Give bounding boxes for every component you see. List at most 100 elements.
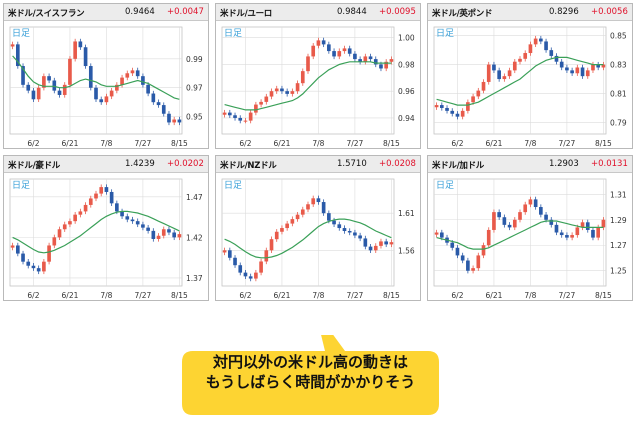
candle-body (254, 272, 258, 279)
candle-body (21, 66, 25, 85)
candle-body (125, 216, 130, 220)
x-tick-label: 6/2 (27, 139, 39, 148)
candle-body (130, 70, 135, 74)
y-tick-label: 0.95 (186, 113, 203, 122)
chart-plot: 6/2 6/21 7/8 7/27 8/15 1.61 1.56 日足 (221, 178, 415, 300)
x-tick-label: 6/21 (62, 139, 79, 148)
y-tick-label: 1.25 (610, 267, 627, 276)
candle-body (363, 238, 368, 247)
candle-body (332, 220, 336, 225)
candle-body (83, 47, 88, 67)
chart-header: 米ドル/加ドル 1.2903 +0.0131 (428, 156, 632, 173)
candle-body (379, 64, 383, 69)
candle-body (68, 58, 72, 85)
candle-body (62, 224, 67, 230)
y-tick-label: 0.79 (610, 118, 627, 127)
candle-body (549, 219, 554, 225)
candle-body (554, 224, 559, 233)
y-tick-label: 1.56 (398, 246, 415, 255)
candle-body (259, 261, 263, 273)
candle-body (68, 221, 72, 225)
moving-average-line (436, 56, 604, 106)
price-value: 0.9844 (337, 7, 367, 17)
change-value: +0.0208 (379, 159, 416, 169)
candle-body (88, 66, 93, 88)
candle-body (264, 96, 269, 102)
candle-body (26, 261, 31, 266)
y-tick-label: 0.97 (186, 84, 203, 93)
candle-body (233, 257, 237, 266)
candle-body (104, 187, 109, 192)
x-tick-label: 6/2 (451, 139, 463, 148)
candle-body (596, 64, 601, 68)
candle-body (342, 48, 347, 52)
candle-body (492, 64, 496, 71)
candle-body (523, 204, 528, 213)
candle-body (311, 45, 316, 57)
candle-body (10, 245, 15, 248)
candle-body (471, 96, 475, 103)
candle-body (384, 61, 389, 69)
speech-bubble-shape (182, 335, 439, 415)
candle-body (585, 222, 590, 230)
chart-plot: 6/2 6/21 7/8 7/27 8/15 0.85 0.83 0.81 0.79 日足 (433, 26, 627, 148)
candle-body (434, 232, 439, 235)
x-tick-label: 6/21 (62, 291, 79, 300)
candle-body (549, 50, 554, 56)
y-tick-label: 1.29 (610, 216, 627, 225)
y-tick-label: 1.27 (610, 241, 627, 250)
chart-header: 米ドル/NZドル 1.5710 +0.0208 (216, 156, 420, 173)
candle-body (476, 90, 481, 97)
candle-body (156, 102, 161, 106)
chart-panel: 米ドル/NZドル 1.5710 +0.0208 6/2 6/21 7/8 7/27 8/15 1… (215, 155, 421, 301)
candle-body (585, 70, 590, 77)
candle-body (269, 239, 274, 251)
candle-body (306, 56, 310, 72)
candle-body (580, 67, 585, 77)
y-tick-label: 0.81 (610, 90, 627, 99)
candle-body (94, 87, 98, 100)
candle-body (115, 84, 119, 91)
candle-body (337, 224, 342, 229)
candle-body (327, 213, 331, 221)
candle-body (31, 265, 36, 269)
x-tick-label: 7/27 (346, 139, 363, 148)
candle-body (466, 102, 470, 111)
candle-body (591, 229, 595, 238)
candle-body (88, 198, 93, 205)
candle-body (274, 231, 279, 240)
candle-body (539, 38, 543, 42)
period-label: 日足 (436, 180, 454, 191)
x-tick-label: 7/27 (558, 139, 575, 148)
x-tick-label: 7/8 (524, 139, 536, 148)
candle-body (156, 235, 161, 239)
period-label: 日足 (12, 180, 30, 191)
candle-body (141, 76, 145, 85)
chart-header: 米ドル/英ポンド 0.8296 +0.0056 (428, 4, 632, 21)
y-tick-label: 0.98 (398, 60, 415, 69)
y-tick-label: 0.83 (610, 61, 627, 70)
candle-body (57, 90, 62, 95)
candle-body (269, 91, 274, 97)
candle-body (466, 260, 470, 271)
y-tick-label: 0.85 (610, 32, 627, 41)
x-tick-label: 7/27 (134, 291, 151, 300)
y-tick-label: 1.00 (398, 34, 415, 43)
candle-body (47, 245, 51, 262)
candle-body (125, 73, 130, 78)
candle-body (36, 87, 41, 100)
speech-bubble (182, 335, 439, 415)
candle-body (52, 237, 57, 246)
pair-name: 米ドル/NZドル (220, 161, 277, 171)
candle-body (306, 204, 310, 210)
candle-body (565, 67, 569, 71)
caption-line-2: もうしばらく時間がかかりそう (205, 373, 416, 391)
plot-area (433, 26, 607, 135)
candle-body (104, 96, 109, 103)
plot-area (221, 178, 395, 287)
price-value: 0.9464 (125, 7, 155, 17)
candle-body (146, 84, 150, 94)
candle-body (259, 101, 263, 105)
candle-body (321, 40, 326, 45)
candle-body (368, 246, 373, 251)
